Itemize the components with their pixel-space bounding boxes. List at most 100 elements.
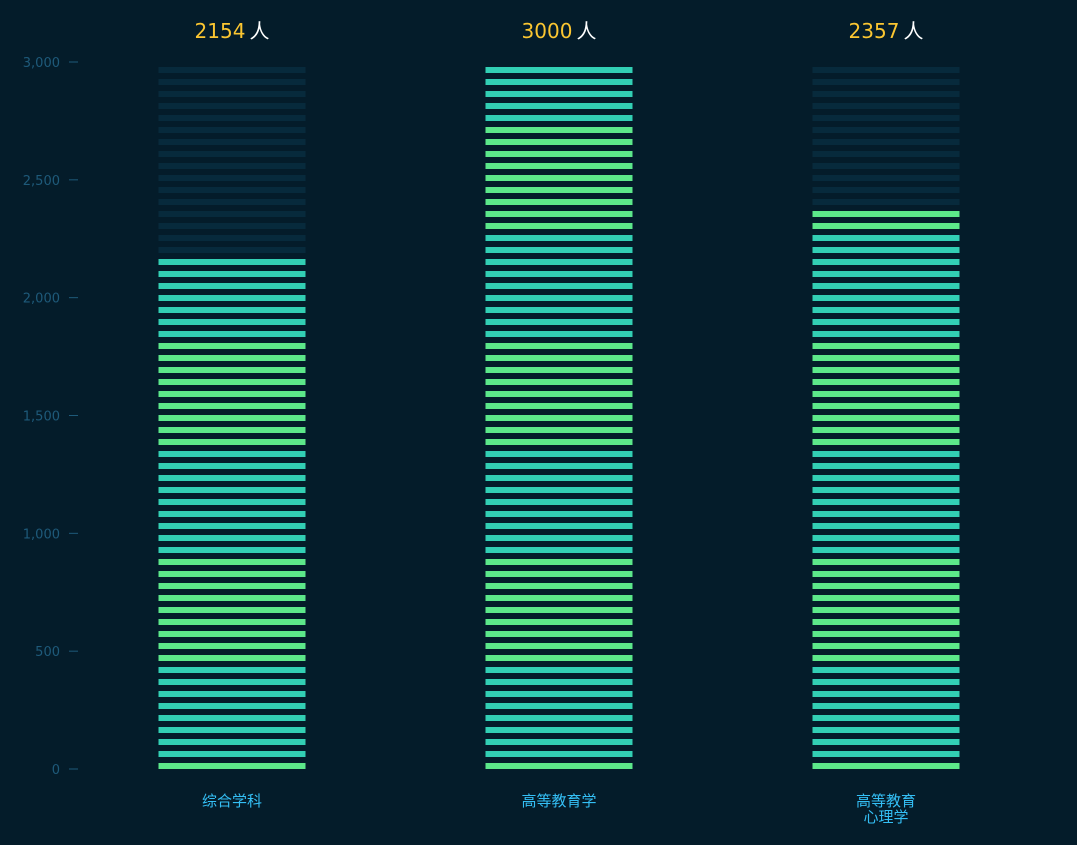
bar-segment — [485, 487, 633, 493]
bar-segment — [158, 499, 306, 505]
x-category-label: 综合学科 — [202, 792, 262, 810]
bar-segment — [812, 727, 960, 733]
bar-segment — [485, 511, 633, 517]
bar-segment — [485, 607, 633, 613]
bar-segment — [485, 235, 633, 241]
bar-segment — [485, 367, 633, 373]
bar-segment — [485, 547, 633, 553]
bar-segment — [485, 223, 633, 229]
bar-segment — [485, 319, 633, 325]
bar-segment — [158, 487, 306, 493]
bar-segment — [485, 271, 633, 277]
bar-segment — [485, 739, 633, 745]
bar-segment — [812, 535, 960, 541]
bar-segment — [485, 79, 633, 85]
bar-segment — [485, 583, 633, 589]
bar-segment — [158, 463, 306, 469]
bar-segment — [485, 307, 633, 313]
bar-segment — [485, 691, 633, 697]
bar-track-segment — [158, 175, 306, 181]
bar-segment — [158, 535, 306, 541]
y-tick-label: 1,000 — [23, 527, 60, 542]
bar-segment — [158, 415, 306, 421]
bar-segment — [485, 715, 633, 721]
bar-segment — [812, 679, 960, 685]
bar-segment — [812, 547, 960, 553]
bar-segment — [485, 535, 633, 541]
bar-segment — [812, 319, 960, 325]
bar-segment — [485, 403, 633, 409]
bar-segment — [812, 331, 960, 337]
bar-segment — [158, 679, 306, 685]
bar-segment — [812, 499, 960, 505]
bar-segment — [485, 475, 633, 481]
bar-segment — [812, 343, 960, 349]
bar-segment — [158, 523, 306, 529]
bar-segment — [158, 259, 306, 265]
bar-segment — [485, 283, 633, 289]
bar-segment — [485, 763, 633, 769]
bar-track-segment — [158, 127, 306, 133]
bar-segment — [158, 307, 306, 313]
bar-segment — [485, 211, 633, 217]
bar-segment — [812, 439, 960, 445]
bar-segment — [158, 643, 306, 649]
bar-segment — [812, 211, 960, 217]
bar-segment — [812, 619, 960, 625]
y-tick-label: 500 — [35, 645, 60, 660]
bar-segment — [485, 751, 633, 757]
bar-segment — [485, 631, 633, 637]
bar-segment — [485, 175, 633, 181]
bar-segment — [812, 595, 960, 601]
bar-segment — [812, 631, 960, 637]
bar-segment — [158, 655, 306, 661]
bar-segment — [812, 295, 960, 301]
bar-segment — [812, 451, 960, 457]
bar-segment — [812, 403, 960, 409]
bar-segment — [485, 439, 633, 445]
bar-track-segment — [812, 91, 960, 97]
bar-value-number: 2154 — [195, 19, 246, 43]
bar-segment — [158, 667, 306, 673]
bar-segment — [812, 463, 960, 469]
bar-track-segment — [812, 163, 960, 169]
bar-segment — [158, 559, 306, 565]
bar-segment — [158, 355, 306, 361]
bar-segment — [158, 547, 306, 553]
bar-segment — [158, 763, 306, 769]
bar-segment — [485, 355, 633, 361]
bar-segment — [812, 379, 960, 385]
bar-segment — [158, 619, 306, 625]
bar-track-segment — [158, 211, 306, 217]
bar-track-segment — [158, 91, 306, 97]
bar-segment — [812, 247, 960, 253]
bar-segment — [485, 667, 633, 673]
bar-segment — [812, 559, 960, 565]
bar-segment — [158, 343, 306, 349]
bar-segment — [812, 283, 960, 289]
bar-segment — [485, 463, 633, 469]
bar-segment — [158, 367, 306, 373]
bar-value-number: 2357 — [849, 19, 900, 43]
bar-segment — [485, 679, 633, 685]
bar-segment — [158, 727, 306, 733]
bar-segment — [485, 415, 633, 421]
bar-track-segment — [812, 175, 960, 181]
bar-segment — [485, 199, 633, 205]
bar-segment — [485, 331, 633, 337]
bar-segment — [158, 739, 306, 745]
bar-segment — [485, 655, 633, 661]
bar-segment — [158, 715, 306, 721]
bar-segment — [812, 511, 960, 517]
bar-segment — [812, 739, 960, 745]
bar-track-segment — [158, 79, 306, 85]
bar-segment — [158, 595, 306, 601]
bar-segment — [485, 499, 633, 505]
bar-segment — [812, 655, 960, 661]
bar-segment — [812, 691, 960, 697]
bar-segment — [812, 667, 960, 673]
bar-segment — [812, 307, 960, 313]
bar-segment — [485, 619, 633, 625]
